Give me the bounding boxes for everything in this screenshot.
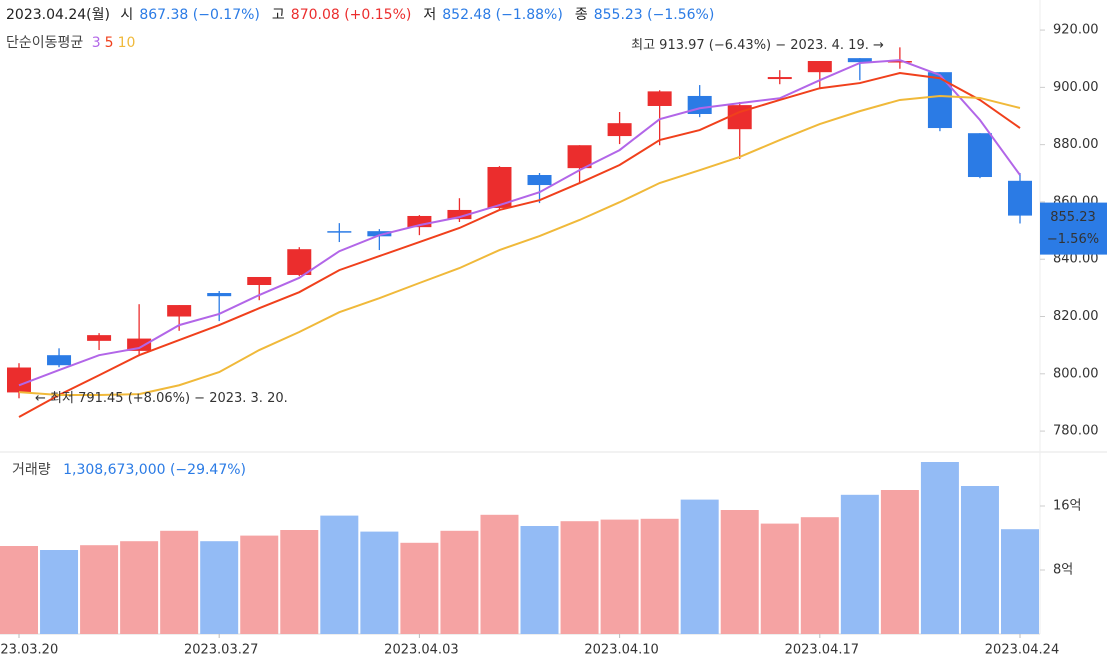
volume-tick-label: 8억 [1053, 563, 1073, 578]
candle-body [647, 91, 672, 106]
header-value: 855.23 (−1.56%) [593, 7, 715, 23]
volume-bar [80, 545, 119, 634]
volume-bar [880, 490, 919, 634]
volume-bar [360, 531, 399, 634]
candle-body [287, 249, 312, 275]
high-annotation: 최고 913.97 (−6.43%) − 2023. 4. 19. → [631, 38, 884, 53]
ma-line [18, 59, 1021, 387]
header-label: 시 [120, 7, 134, 23]
candle-body [927, 72, 952, 129]
volume-bar [560, 521, 599, 634]
volume-header: 거래량 1,308,673,000 (−29.47%) [12, 459, 246, 479]
x-tick-label: 2023.04.10 [584, 643, 658, 658]
candle-body [47, 355, 72, 366]
ma-legend-entry: 5 [104, 35, 114, 51]
x-tick-label: 2023.03.20 [0, 643, 58, 658]
volume-bar [240, 535, 279, 634]
candle-body [527, 175, 552, 186]
ma-legend-entry: 10 [117, 35, 136, 51]
candle-body [367, 231, 392, 237]
volume-bar [160, 530, 199, 634]
volume-bar [480, 514, 519, 634]
candle-body [447, 209, 472, 220]
volume-bar [720, 510, 759, 634]
candle-body [847, 58, 872, 63]
volume-bar [120, 541, 159, 634]
candle-body [1008, 180, 1032, 216]
x-tick-label: 2023.03.27 [184, 643, 258, 658]
low-annotation: ← 최저 791.45 (+8.06%) − 2023. 3. 20. [35, 391, 288, 406]
header-label: 저 [423, 7, 437, 23]
x-tick-label: 2023.04.24 [985, 643, 1059, 658]
candle-body [967, 133, 992, 178]
volume-bar [400, 542, 439, 634]
candle-body [487, 166, 512, 208]
volume-bar [760, 523, 799, 634]
y-tick-label: 900.00 [1053, 80, 1099, 95]
last-price-box [1040, 202, 1107, 255]
header-value: 852.48 (−1.88%) [442, 7, 563, 23]
candle-body [567, 145, 592, 169]
y-tick-label: 800.00 [1053, 366, 1099, 381]
y-tick-label: 920.00 [1053, 23, 1099, 38]
volume-bar [320, 515, 359, 634]
ma-legend: 단순이동평균 3 5 10 [6, 32, 139, 52]
volume-title: 거래량 [12, 462, 51, 478]
x-tick-label: 2023.04.17 [785, 643, 859, 658]
volume-bar [200, 541, 239, 634]
candle-body [87, 335, 112, 341]
ma-legend-entry: 3 [91, 35, 101, 51]
volume-bar [440, 530, 479, 634]
candle-body [327, 231, 352, 233]
last-change: −1.56% [1047, 232, 1099, 247]
volume-bar [1001, 529, 1039, 634]
volume-bar [280, 530, 319, 634]
ma-title: 단순이동평균 [6, 35, 84, 51]
volume-summary: 1,308,673,000 (−29.47%) [63, 462, 247, 478]
candle-body [407, 215, 432, 228]
last-price: 855.23 [1050, 210, 1096, 225]
header-label: 종 [574, 7, 588, 23]
candle-body [607, 123, 632, 137]
candle-body [7, 367, 31, 393]
y-tick-label: 840.00 [1053, 252, 1099, 267]
header-date: 2023.04.24(월) [6, 7, 110, 23]
volume-bar [0, 546, 38, 634]
volume-bar [40, 550, 79, 634]
volume-bar [680, 499, 719, 634]
header-value: 867.38 (−0.17%) [139, 7, 260, 23]
y-tick-label: 820.00 [1053, 309, 1099, 324]
x-tick-label: 2023.04.03 [384, 643, 458, 658]
ma-line [18, 72, 1021, 418]
volume-bar [600, 519, 639, 634]
volume-bar [960, 486, 999, 634]
volume-bar [920, 462, 959, 634]
candle-body [127, 338, 152, 351]
candle-body [887, 61, 912, 63]
ma-line [18, 94, 1021, 396]
header-value: 870.08 (+0.15%) [290, 7, 412, 23]
volume-tick-label: 16억 [1053, 499, 1082, 514]
volume-bar [800, 517, 839, 634]
candle-body [207, 293, 232, 297]
candle-body [247, 276, 272, 286]
y-tick-label: 780.00 [1053, 424, 1099, 439]
candle-body [167, 305, 192, 317]
volume-bar [520, 526, 559, 634]
volume-bar [640, 518, 679, 634]
y-tick-label: 880.00 [1053, 137, 1099, 152]
volume-bar [840, 494, 879, 634]
header-label: 고 [271, 7, 285, 23]
candle-body [807, 61, 832, 73]
header: 2023.04.24(월) 시 867.38 (−0.17%) 고 870.08 (+… [6, 4, 726, 24]
candle-body [767, 77, 792, 80]
